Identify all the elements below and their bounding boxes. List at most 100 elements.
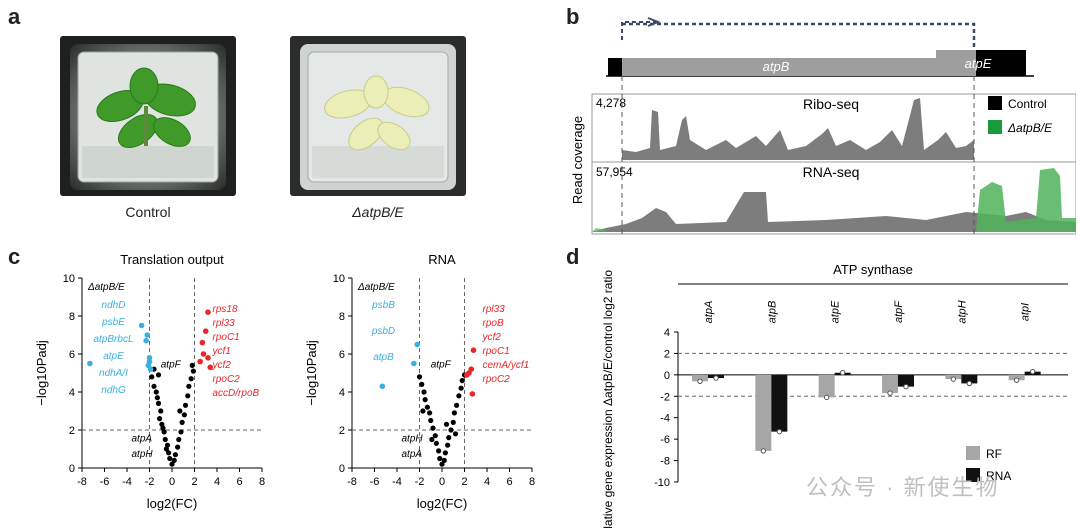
point-ns — [433, 440, 439, 446]
point-up — [202, 328, 209, 334]
point-ns — [451, 410, 457, 416]
x-tick-label: -4 — [122, 476, 132, 488]
bar-rna — [898, 374, 914, 387]
panel-letter-d: d — [566, 244, 580, 269]
watermark: 公众号 · 新使生物 — [806, 475, 1000, 500]
point-up — [205, 355, 211, 361]
label-up: rpoC1 — [483, 346, 510, 357]
point-ns — [167, 455, 173, 462]
point-ns — [176, 436, 182, 443]
point-ns — [181, 412, 187, 418]
x-tick-label: 8 — [259, 476, 265, 488]
mutant-label: ΔatpB/E — [352, 204, 404, 220]
point-ns — [448, 427, 454, 433]
point-ns — [162, 436, 168, 443]
point-ns — [154, 395, 160, 401]
x-tick-label: -2 — [415, 476, 425, 488]
point-up — [463, 372, 470, 378]
point-ns — [419, 381, 425, 387]
control-plant-photo — [60, 36, 236, 196]
point-ns — [445, 442, 451, 448]
point-ns — [420, 408, 426, 414]
x-tick-label: 6 — [506, 476, 512, 488]
replicate-point — [839, 370, 846, 376]
volcano-rna: RNA 0 2 4 6 8 10 -8 -6 -4 -2 0 2 4 6 8 ΔatpB/E log2(FC) −l… — [304, 252, 535, 511]
legend-swatch — [966, 446, 980, 460]
point-ns — [436, 448, 442, 454]
bar-rna — [771, 374, 788, 432]
atpB-label: atpB — [763, 59, 790, 74]
legend-mutant-swatch — [988, 120, 1002, 134]
point-ns — [416, 374, 423, 380]
point-ns — [450, 419, 456, 425]
label-down: ndhG — [101, 385, 126, 396]
category-label: atpB — [766, 301, 778, 324]
point-ns — [155, 372, 162, 378]
point-ns — [452, 431, 459, 437]
legend-mutant-label: ΔatpB/E — [1007, 121, 1053, 135]
label-other: atpA — [132, 433, 153, 444]
y-axis-label: −log10Padj — [34, 340, 49, 406]
point-ns — [175, 444, 181, 450]
point-ns — [160, 425, 166, 431]
point-ns — [163, 446, 169, 452]
point-up — [207, 364, 214, 371]
point-ns — [429, 436, 435, 443]
point-ns — [166, 450, 172, 456]
point-ns — [169, 461, 175, 467]
x-tick-label: -6 — [100, 476, 110, 488]
y-tick-label: 6 — [69, 349, 75, 361]
x-tick-label: -8 — [347, 476, 357, 488]
point-ns — [177, 408, 183, 414]
replicate-point — [823, 394, 830, 401]
bar-rf — [755, 374, 772, 451]
point-ns — [442, 450, 448, 456]
legend-label: RNA — [986, 469, 1011, 483]
label-other: atpH — [132, 449, 154, 460]
point-up — [205, 309, 211, 315]
coverage-panel: atpB atpE 4,278 Ribo-seq 57,954 RNA-seq … — [570, 17, 1076, 235]
bar-chart-title: ATP synthase — [833, 262, 913, 277]
legend-control-swatch — [988, 96, 1002, 110]
y-tick-label: -10 — [654, 477, 670, 489]
label-down: psbB — [371, 300, 395, 311]
y-tick-label: 2 — [664, 348, 670, 360]
point-up — [200, 351, 207, 357]
replicate-point — [697, 378, 703, 384]
category-label: atpA — [703, 301, 715, 324]
x-tick-label: 2 — [461, 476, 467, 488]
replicate-point — [887, 390, 893, 396]
point-down — [147, 366, 154, 372]
point-ns — [188, 376, 194, 382]
legend-label: RF — [986, 447, 1002, 461]
replicate-point — [1029, 368, 1036, 375]
plot-title: RNA — [428, 252, 456, 267]
point-ns — [185, 393, 191, 399]
point-down — [414, 341, 421, 348]
legend-swatch — [966, 468, 980, 482]
genotype-annotation: ΔatpB/E — [357, 282, 395, 293]
atpB-gene — [622, 58, 936, 76]
point-ns — [421, 389, 427, 395]
point-ns — [179, 419, 185, 425]
ribo-title: Ribo-seq — [803, 96, 859, 112]
atpE-label: atpE — [965, 56, 992, 71]
panel-letter-b: b — [566, 4, 580, 29]
y-tick-label: 0 — [69, 463, 75, 475]
y-tick-label: 10 — [333, 273, 345, 285]
rna-title: RNA-seq — [803, 164, 860, 180]
x-tick-label: 2 — [191, 476, 197, 488]
point-down — [411, 360, 417, 367]
label-other: atpF — [161, 359, 182, 370]
x-tick-label: 8 — [529, 476, 535, 488]
y-tick-label: -8 — [660, 456, 670, 468]
replicate-point — [713, 375, 719, 381]
y-tick-label: -6 — [660, 434, 670, 446]
label-down: psbD — [371, 326, 395, 337]
point-ns — [459, 378, 465, 384]
x-tick-label: 0 — [439, 476, 445, 488]
point-up — [470, 347, 477, 353]
point-ns — [430, 425, 436, 431]
label-up: rpl33 — [483, 304, 506, 315]
x-tick-label: -2 — [145, 476, 155, 488]
